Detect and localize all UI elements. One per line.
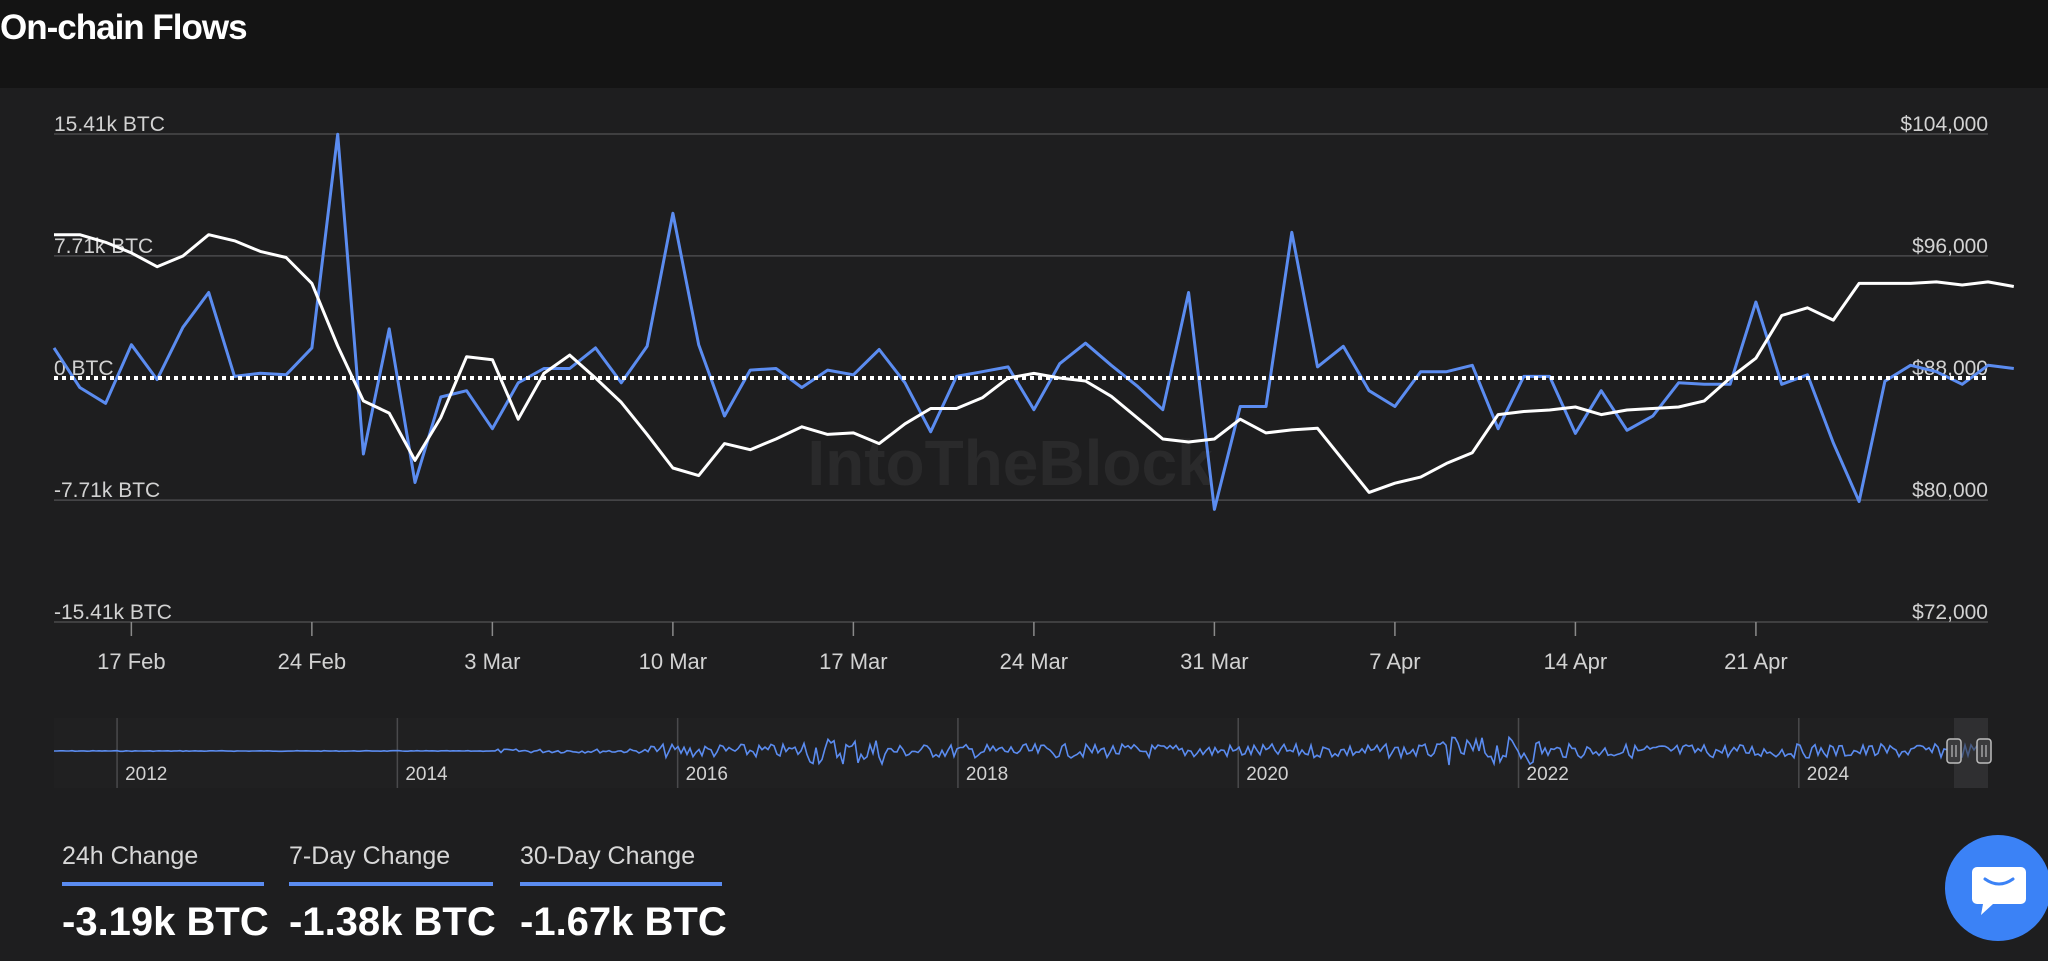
navigator-background [54, 718, 1988, 788]
stat-24h-label: 24h Change [62, 842, 199, 870]
navigator-year-label: 2022 [1527, 764, 1569, 785]
stat-24h-value: -3.19k BTC [62, 900, 269, 944]
stat-24h[interactable]: 24h Change -3.19k BTC [62, 842, 269, 945]
x-axis-tick-label: 24 Mar [1000, 649, 1068, 674]
x-axis-tick-label: 14 Apr [1544, 649, 1608, 674]
right-axis-tick-label: $72,000 [1912, 601, 1988, 624]
right-axis-tick-label: $104,000 [1900, 113, 1988, 136]
x-axis-tick-label: 17 Mar [819, 649, 887, 674]
navigator-year-label: 2018 [966, 764, 1008, 785]
navigator-left-handle[interactable] [1946, 738, 1962, 764]
netflow-series-line [52, 132, 2014, 511]
stat-7d-underline [289, 882, 493, 886]
navigator-year-label: 2024 [1807, 764, 1850, 785]
left-axis-tick-label: -7.71k BTC [54, 479, 160, 502]
x-axis-tick-label: 21 Apr [1724, 649, 1788, 674]
x-axis-tick-label: 3 Mar [464, 649, 520, 674]
chat-bubble-icon [1972, 867, 2026, 915]
navigator-series-line [54, 735, 1987, 767]
x-axis-tick-label: 17 Feb [97, 649, 166, 674]
stat-30d-label: 30-Day Change [520, 842, 696, 870]
right-axis-tick-label: $96,000 [1912, 235, 1988, 258]
left-axis-tick-label: 7.71k BTC [54, 235, 153, 258]
navigator-year-label: 2014 [405, 764, 448, 785]
x-axis-tick-label: 7 Apr [1369, 649, 1420, 674]
stat-7d[interactable]: 7-Day Change -1.38k BTC [289, 842, 496, 945]
page-title: On-chain Flows [0, 8, 248, 47]
x-axis-tick-label: 31 Mar [1180, 649, 1248, 674]
stat-30d-value: -1.67k BTC [520, 900, 727, 944]
left-axis-tick-label: 0 BTC [54, 357, 114, 380]
navigator-year-label: 2016 [686, 764, 728, 785]
stat-7d-value: -1.38k BTC [289, 900, 496, 944]
stat-30d[interactable]: 30-Day Change -1.67k BTC [520, 842, 727, 945]
right-axis-tick-label: $80,000 [1912, 479, 1988, 502]
left-axis-tick-label: 15.41k BTC [54, 113, 165, 136]
price-series-line [54, 233, 2015, 494]
navigator-right-handle[interactable] [1976, 738, 1992, 764]
stat-30d-underline [520, 882, 722, 886]
left-axis-tick-label: -15.41k BTC [54, 601, 172, 624]
right-axis-tick-label: $88,000 [1912, 357, 1988, 380]
stat-24h-underline [62, 882, 264, 886]
navigator-year-label: 2020 [1246, 764, 1288, 785]
navigator-year-label: 2012 [125, 764, 167, 785]
x-axis-tick-label: 10 Mar [639, 649, 707, 674]
x-axis-tick-label: 24 Feb [278, 649, 347, 674]
header-bar: On-chain Flows [0, 0, 2048, 88]
watermark-text: IntoTheBlock [807, 427, 1213, 499]
stat-7d-label: 7-Day Change [289, 842, 451, 870]
chat-button[interactable] [1945, 835, 2048, 941]
